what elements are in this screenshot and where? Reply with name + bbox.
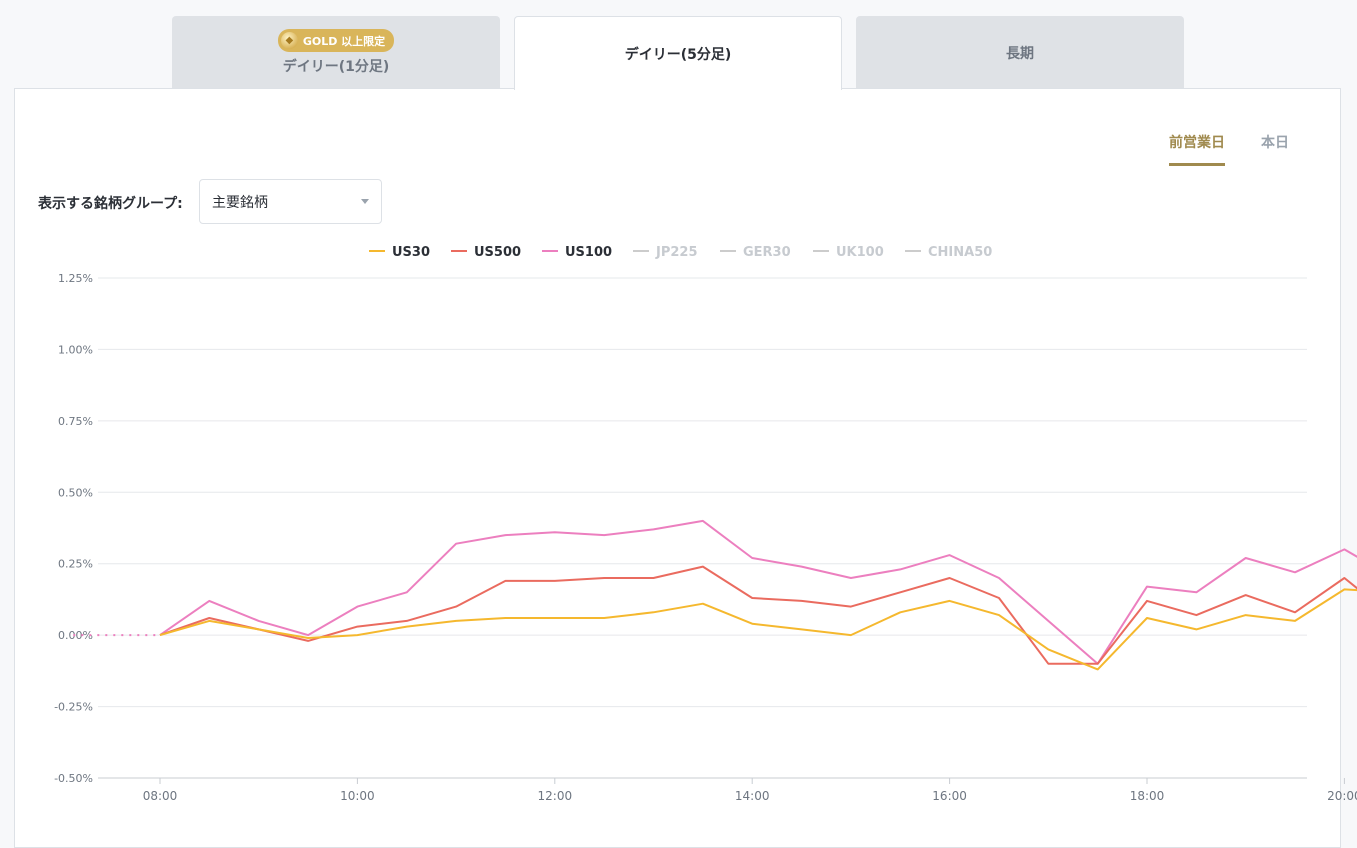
x-tick-label: 08:00: [143, 789, 178, 803]
x-tick-label: 20:00: [1327, 789, 1357, 803]
group-select[interactable]: 主要銘柄: [199, 179, 382, 224]
period-previous-day[interactable]: 前営業日: [1169, 132, 1225, 166]
legend-label[interactable]: US30: [392, 245, 430, 260]
tab-daily-5min[interactable]: デイリー(5分足): [514, 16, 842, 90]
line-chart: 1.25% 1.00% 0.75% 0.50% 0.25% 0.00% -0.25% -0.5…: [54, 245, 1357, 803]
period-today[interactable]: 本日: [1261, 135, 1289, 151]
legend-label[interactable]: US500: [474, 245, 521, 260]
y-tick-label: 0.00%: [58, 629, 93, 642]
x-tick-label: 18:00: [1130, 789, 1165, 803]
y-tick-label: 1.00%: [58, 343, 93, 356]
x-tick-label: 14:00: [735, 789, 770, 803]
chevron-down-icon: [361, 199, 369, 204]
legend-label[interactable]: UK100: [836, 245, 884, 260]
legend-label[interactable]: CHINA50: [928, 245, 992, 260]
x-tick-label: 16:00: [932, 789, 967, 803]
series-line-us500: [159, 565, 1357, 665]
y-tick-label: 0.25%: [58, 558, 93, 571]
legend-label[interactable]: GER30: [743, 245, 791, 260]
tab-daily-1min-label: デイリー(1分足): [282, 59, 390, 75]
x-tick-label: 10:00: [340, 789, 375, 803]
x-tick-label: 12:00: [538, 789, 573, 803]
tab-daily-5min-label: デイリー(5分足): [624, 46, 732, 63]
tab-daily-1min[interactable]: ◆ GOLD 以上限定 デイリー(1分足): [172, 16, 500, 89]
group-select-value: 主要銘柄: [212, 194, 268, 211]
legend-label[interactable]: JP225: [655, 245, 698, 260]
gold-coin-icon: ◆: [280, 32, 298, 49]
legend-label[interactable]: US100: [565, 245, 612, 260]
gold-only-badge: ◆ GOLD 以上限定: [277, 29, 395, 52]
y-tick-label: 1.25%: [58, 272, 93, 285]
y-tick-label: -0.50%: [54, 772, 93, 785]
tab-long-term-label: 長期: [1006, 45, 1034, 62]
gold-badge-label: GOLD 以上限定: [302, 34, 386, 48]
group-label: 表示する銘柄グループ:: [38, 196, 183, 212]
y-tick-label: -0.25%: [54, 701, 93, 714]
y-tick-label: 0.50%: [58, 486, 93, 499]
y-tick-label: 0.75%: [58, 415, 93, 428]
series-line-us100: [159, 519, 1357, 665]
series-line-us30: [159, 588, 1357, 671]
tab-long-term[interactable]: 長期: [856, 16, 1184, 89]
